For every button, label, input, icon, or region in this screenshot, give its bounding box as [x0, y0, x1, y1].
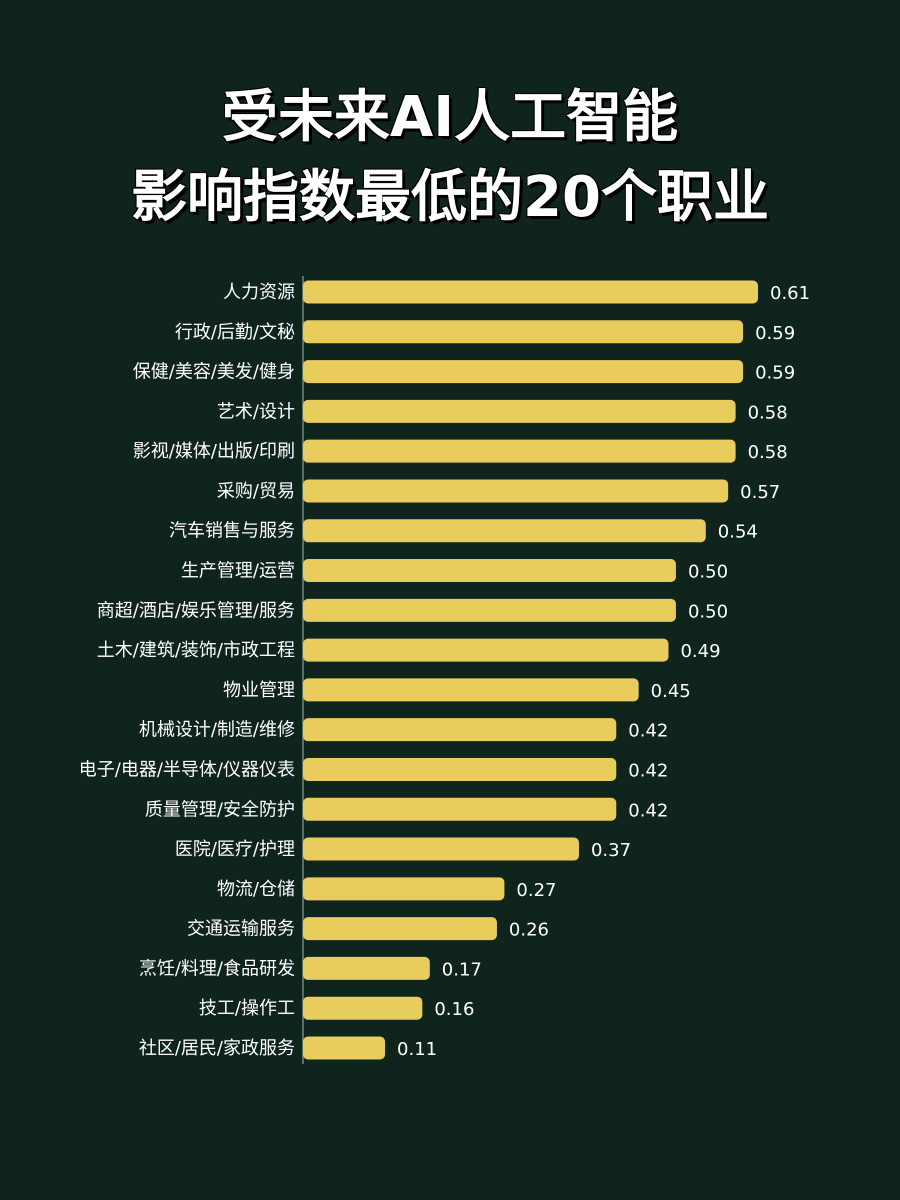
category-label: 质量管理/安全防护 — [145, 799, 295, 820]
category-label: 影视/媒体/出版/印刷 — [133, 441, 295, 462]
value-label: 0.58 — [748, 442, 788, 463]
bar — [303, 598, 676, 622]
category-label: 医院/医疗/护理 — [175, 839, 295, 860]
category-label: 生产管理/运营 — [181, 561, 295, 582]
value-label: 0.45 — [651, 681, 691, 702]
value-label: 0.58 — [748, 402, 788, 423]
value-label: 0.37 — [591, 840, 631, 861]
bar — [303, 678, 639, 702]
value-label: 0.42 — [628, 760, 668, 781]
chart-title: 受未来AI人工智能 影响指数最低的20个职业 — [0, 78, 900, 238]
category-label: 采购/贸易 — [217, 481, 295, 502]
category-label: 商超/酒店/娱乐管理/服务 — [97, 600, 295, 621]
bar — [303, 439, 736, 463]
bar — [303, 1036, 386, 1060]
bar — [303, 479, 729, 503]
category-label: 社区/居民/家政服务 — [139, 1038, 295, 1059]
value-label: 0.59 — [755, 323, 795, 344]
value-label: 0.17 — [442, 959, 482, 980]
value-label: 0.11 — [397, 1039, 437, 1060]
bar — [303, 996, 423, 1020]
chart-title-line-1: 受未来AI人工智能 — [221, 85, 679, 150]
value-label: 0.42 — [628, 800, 668, 821]
category-label: 技工/操作工 — [199, 998, 295, 1019]
chart-title-line-2: 影响指数最低的20个职业 — [131, 165, 769, 230]
category-label: 烹饪/料理/食品研发 — [139, 958, 295, 979]
bar — [303, 280, 758, 304]
value-label: 0.50 — [688, 601, 728, 622]
bar — [303, 837, 579, 861]
value-label: 0.26 — [509, 920, 549, 941]
category-label: 机械设计/制造/维修 — [139, 720, 295, 741]
bar — [303, 917, 497, 941]
category-label: 土木/建筑/装饰/市政工程 — [97, 640, 295, 661]
bar — [303, 797, 617, 821]
value-label: 0.59 — [755, 363, 795, 384]
value-label: 0.16 — [434, 999, 474, 1020]
category-label: 汽车销售与服务 — [169, 521, 295, 542]
bar — [303, 559, 676, 583]
category-label: 保健/美容/美发/健身 — [133, 362, 295, 383]
bar — [303, 757, 617, 781]
value-label: 0.54 — [718, 522, 758, 543]
bar — [303, 519, 706, 543]
category-label: 物业管理 — [223, 680, 295, 701]
category-label: 物流/仓储 — [217, 879, 295, 900]
bar — [303, 360, 744, 384]
value-label: 0.57 — [740, 482, 780, 503]
category-label: 交通运输服务 — [187, 919, 295, 940]
bar — [303, 320, 744, 344]
bar — [303, 877, 505, 901]
value-label: 0.61 — [770, 283, 810, 304]
bar — [303, 399, 736, 423]
value-label: 0.49 — [680, 641, 720, 662]
value-label: 0.50 — [688, 562, 728, 583]
value-label: 0.27 — [516, 880, 556, 901]
category-label: 行政/后勤/文秘 — [175, 322, 295, 343]
value-label: 0.42 — [628, 721, 668, 742]
bar — [303, 718, 617, 742]
category-label: 人力资源 — [223, 282, 295, 303]
category-label: 电子/电器/半导体/仪器仪表 — [79, 759, 295, 780]
bar — [303, 638, 669, 662]
category-label: 艺术/设计 — [217, 401, 295, 422]
bar — [303, 956, 430, 980]
